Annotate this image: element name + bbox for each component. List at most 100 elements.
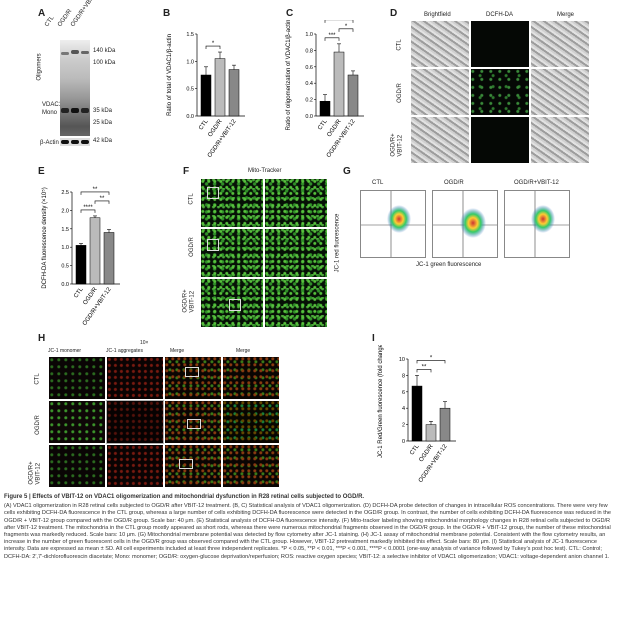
y-tick-label: 2.0	[61, 208, 69, 214]
h-vbit-monomer-image	[48, 444, 106, 488]
marker-42: 42 kDa	[93, 138, 113, 144]
d-row-ogdr: OGD/R	[396, 83, 403, 103]
bar	[75, 245, 87, 285]
y-tick-label: 1.5	[186, 32, 194, 38]
f-row-ctl: CTL	[188, 193, 195, 205]
y-tick-label: 0.5	[61, 264, 69, 270]
bar	[89, 217, 101, 285]
y-tick-label: 1.0	[305, 32, 313, 38]
y-axis-label: Ratio of oligomerization of VDAC1/β-acti…	[286, 20, 292, 130]
significance-label: ****	[83, 205, 93, 211]
d-vbit-merge-image	[530, 116, 590, 164]
h-vbit-aggregate-image	[106, 444, 164, 488]
panel-letter-a: A	[38, 8, 46, 19]
bar	[214, 58, 226, 117]
significance-bracket	[205, 45, 221, 50]
y-axis-label: Ratio of total of VDAC1/β-actin	[167, 34, 173, 116]
d-ogdr-merge-image	[530, 68, 590, 116]
h-row-ctl: CTL	[34, 373, 41, 385]
y-tick-label: 0.0	[305, 114, 313, 120]
h-ctl-merge-image	[164, 356, 222, 400]
bar	[333, 51, 345, 117]
bar	[411, 385, 423, 442]
h-col-merge-zoom: Merge	[236, 348, 251, 354]
y-tick-label: 1.0	[186, 59, 194, 65]
d-vbit-dcfhda-image	[470, 116, 530, 164]
panel-letter-g: G	[343, 166, 351, 177]
d-ctl-merge-image	[530, 20, 590, 68]
western-blot-image	[60, 40, 90, 136]
bar	[200, 74, 212, 117]
panel-g: CTL OGD/R OGD/R+VBIT-12 JC-1 red fluores…	[334, 180, 606, 330]
d-col-merge: Merge	[557, 12, 575, 18]
marker-25: 25 kDa	[93, 120, 113, 126]
significance-bracket	[80, 209, 96, 213]
y-tick-label: 0.8	[305, 48, 313, 54]
significance-label: *	[345, 24, 348, 30]
y-tick-label: 0.0	[61, 282, 69, 288]
h-vbit-merge-zoom-image	[222, 444, 280, 488]
significance-label: *	[212, 41, 215, 47]
f-vbit-overview-image	[200, 278, 264, 328]
y-tick-label: 2.5	[61, 190, 69, 196]
x-tick-label: CTL	[317, 118, 329, 131]
g-col-ogdr: OGD/R	[444, 180, 464, 186]
chart-i: JC-1 Red/Green fluorescence (fold change…	[378, 345, 456, 484]
y-tick-label: 2	[402, 423, 405, 429]
y-tick-label: 0.5	[186, 87, 194, 93]
h-ogdr-merge-zoom-image	[222, 400, 280, 444]
bar	[347, 74, 359, 117]
h-ogdr-aggregate-image	[106, 400, 164, 444]
f-title: Mito-Tracker	[248, 168, 282, 174]
panel-letter-b: B	[163, 8, 171, 19]
d-ctl-dcfhda-image	[470, 20, 530, 68]
panel-h: 10× JC-1 monomer JC-1 aggregates Merge M…	[29, 340, 280, 490]
bar	[439, 407, 451, 442]
bar	[425, 424, 437, 442]
h-vbit-merge-image	[164, 444, 222, 488]
significance-bracket	[94, 200, 110, 204]
h-ogdr-monomer-image	[48, 400, 106, 444]
significance-label: ***	[328, 33, 336, 39]
y-tick-label: 4	[402, 406, 405, 412]
figure-caption: Figure 5 | Effects of VBIT-12 on VDAC1 o…	[4, 494, 616, 561]
panel-d: Brightfield DCFH-DA Merge CTL OGD/R OGD/…	[391, 10, 600, 165]
beta-actin-label: β-Actin	[40, 140, 59, 146]
significance-label: **	[93, 187, 98, 193]
panel-letter-c: C	[286, 8, 294, 19]
vdac1-label: VDAC1	[42, 102, 63, 108]
y-tick-label: 1.5	[61, 227, 69, 233]
g-xlabel: JC-1 green fluorescence	[416, 262, 482, 268]
y-tick-label: 8	[402, 373, 405, 379]
caption-body: (A) VDAC1 oligomerization in R28 retinal…	[4, 503, 611, 560]
g-ylabel: JC-1 red fluorescence	[334, 213, 341, 273]
x-tick-label: CTL	[409, 443, 421, 456]
marker-140: 140 kDa	[93, 48, 116, 54]
bar	[103, 232, 115, 285]
y-tick-label: 0.2	[305, 98, 313, 104]
significance-label: *	[338, 20, 341, 21]
panel-a: CTL OGD/R OGD/R+VBIT-12 Oligomers VDAC1 …	[37, 0, 163, 160]
significance-label: **	[422, 364, 427, 370]
y-tick-label: 10	[399, 357, 405, 363]
significance-label: **	[100, 196, 105, 202]
y-tick-label: 0.6	[305, 65, 313, 71]
g-ogdr-dotplot	[432, 190, 498, 258]
chart-b: Ratio of total of VDAC1/β-actin 0.0 0.5 1.0…	[167, 32, 245, 159]
significance-bracket	[80, 191, 110, 195]
f-row-ogdr-vbit12: OGD/R+ VBIT-12	[182, 289, 196, 313]
actin-blot-image	[60, 138, 90, 146]
y-tick-label: 1.0	[61, 245, 69, 251]
f-ctl-overview-image	[200, 178, 264, 228]
d-row-ogdr-vbit12: OGD/R+ VBIT-12	[390, 133, 404, 157]
f-ctl-zoom-image	[264, 178, 328, 228]
panel-letter-f: F	[183, 166, 190, 177]
g-vbit-dotplot	[504, 190, 570, 258]
d-col-dcfhda: DCFH-DA	[486, 12, 513, 18]
y-axis-label: JC-1 Red/Green fluorescence (fold change…	[378, 345, 384, 458]
lane-label-ogdr-vbit12: OGD/R+VBIT-12	[70, 0, 101, 28]
chart-e: DCFH-DA fluorescence density (×10⁵) 0.0 0.…	[41, 187, 120, 327]
f-ogdr-overview-image	[200, 228, 264, 278]
h-mag: 10×	[140, 340, 149, 346]
h-col-aggregates: JC-1 aggregates	[106, 348, 143, 354]
